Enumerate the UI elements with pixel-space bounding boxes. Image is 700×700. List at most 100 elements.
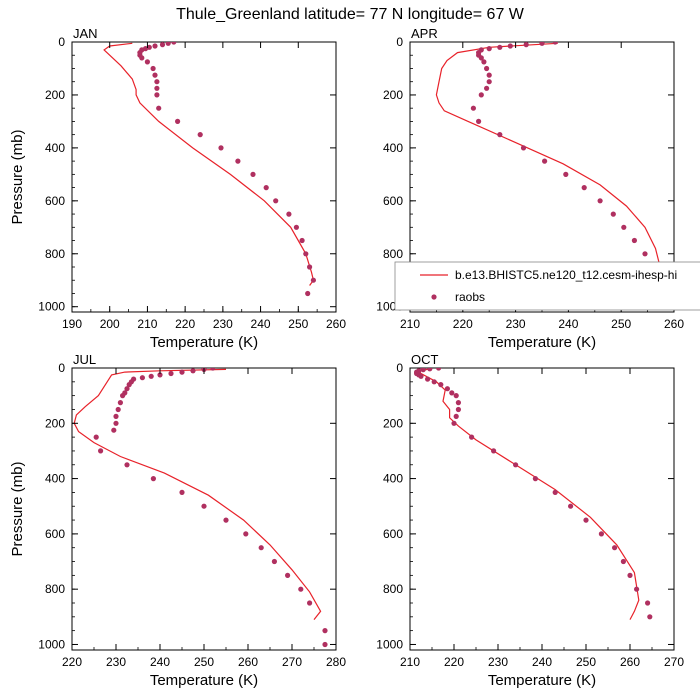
x-tick-label: 260 (664, 317, 684, 331)
obs-point (418, 373, 424, 379)
y-tick-label: 800 (45, 247, 65, 261)
obs-point (117, 400, 123, 406)
panels: 190 200 210 220 230 240 250 260 0 200 400 600 800 100… (9, 26, 700, 689)
obs-point (93, 434, 99, 440)
x-tick-label: 230 (506, 317, 526, 331)
plot-area (414, 368, 653, 620)
plot-area (103, 42, 316, 297)
obs-point (271, 558, 277, 565)
obs-point (144, 59, 150, 65)
obs-point (470, 105, 476, 111)
obs-point (455, 406, 461, 413)
x-tick-label: 220 (175, 317, 195, 331)
y-tick-label: 400 (45, 141, 65, 155)
obs-point (303, 251, 309, 257)
obs-point (552, 489, 558, 495)
y-tick-label: 400 (383, 141, 403, 155)
y-tick-label: 800 (383, 247, 403, 261)
obs-point (486, 46, 492, 52)
obs-point (175, 118, 181, 124)
obs-point (478, 55, 484, 61)
obs-point (645, 600, 651, 606)
x-tick-label: 200 (100, 317, 120, 331)
obs-point (299, 237, 305, 244)
x-tick-label: 260 (620, 655, 640, 669)
obs-point (120, 393, 126, 399)
plot-frame (71, 41, 337, 313)
obs-point (621, 224, 627, 230)
model-series-line (417, 368, 640, 620)
obs-point (273, 198, 279, 204)
obs-point (179, 369, 185, 375)
obs-point (523, 42, 529, 48)
obs-point (197, 132, 203, 138)
x-tick-label: 210 (400, 317, 420, 331)
panel-label: JAN (73, 26, 98, 41)
y-tick-label: 600 (45, 194, 65, 208)
y-tick-label: 600 (383, 527, 403, 541)
obs-point (449, 390, 455, 396)
panel-label: APR (411, 26, 438, 41)
plot-area (73, 368, 328, 648)
obs-point (612, 545, 618, 551)
y-axis-label: Pressure (mb) (9, 129, 26, 224)
obs-point (634, 586, 640, 592)
panel-jul: 220 230 240 250 260 270 280 0 200 400 600 800 1000 JU… (9, 352, 346, 689)
obs-point (179, 489, 185, 495)
legend-model-label: b.e13.BHISTC5.ne120_t12.cesm-ihesp-hi (455, 268, 677, 282)
obs-point (305, 290, 311, 297)
obs-point (627, 572, 633, 579)
x-tick-label: 220 (453, 317, 473, 331)
x-tick-label: 220 (444, 655, 464, 669)
x-tick-label: 250 (194, 655, 214, 669)
obs-point (620, 558, 627, 565)
obs-point (438, 382, 444, 388)
obs-point (235, 158, 241, 164)
obs-point (286, 211, 292, 217)
obs-point (156, 105, 162, 111)
obs-point (210, 368, 216, 371)
plot-frame (71, 367, 337, 651)
obs-point (139, 55, 145, 61)
x-tick-label: 240 (150, 655, 170, 669)
x-tick-label: 270 (282, 655, 302, 669)
y-tick-label: 400 (45, 472, 65, 486)
obs-point (568, 503, 574, 509)
x-tick-label: 220 (62, 655, 82, 669)
obs-point (425, 376, 431, 382)
obs-point (481, 59, 487, 65)
legend-box (394, 261, 700, 311)
y-tick-label: 600 (383, 194, 403, 208)
obs-point (552, 42, 558, 45)
obs-point (258, 545, 264, 551)
x-axis-label: Temperature (K) (150, 334, 258, 351)
obs-point (444, 386, 450, 392)
obs-point (420, 368, 426, 373)
obs-point (486, 72, 492, 78)
obs-point (168, 370, 174, 377)
x-tick-label: 230 (106, 655, 126, 669)
y-tick-label: 0 (396, 361, 403, 375)
obs-point (310, 277, 316, 283)
model-series-line (73, 368, 322, 620)
obs-point (583, 517, 589, 523)
obs-point (171, 42, 177, 45)
y-tick-label: 200 (45, 88, 65, 102)
obs-point (507, 43, 513, 49)
obs-point (139, 375, 145, 381)
obs-point (150, 65, 156, 72)
obs-point (165, 42, 171, 46)
legend-marker-swatch (431, 294, 437, 300)
obs-point (154, 85, 160, 91)
obs-point (126, 382, 132, 388)
obs-point (148, 373, 154, 379)
y-tick-label: 0 (58, 361, 65, 375)
obs-point (243, 531, 249, 537)
obs-point (476, 118, 482, 124)
y-tick-label: 200 (383, 88, 403, 102)
panel-label: OCT (411, 352, 439, 367)
obs-point (152, 43, 158, 49)
obs-point (642, 251, 648, 257)
x-axis-label: Temperature (K) (150, 672, 258, 689)
